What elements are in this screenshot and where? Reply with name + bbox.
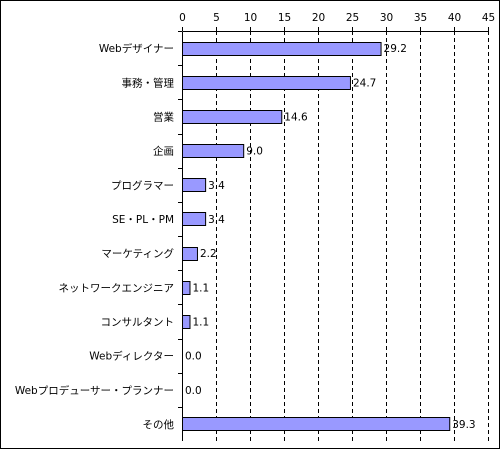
category-label-5: SE・PL・PM bbox=[112, 214, 174, 226]
category-label-3: 企画 bbox=[153, 145, 174, 158]
bar-6 bbox=[182, 247, 198, 261]
category-label-1: 事務・管理 bbox=[122, 76, 175, 89]
value-label-2: 14.6 bbox=[284, 111, 308, 123]
tick-label-30: 30 bbox=[380, 12, 393, 24]
bar-5 bbox=[182, 212, 207, 226]
grid-lines bbox=[216, 31, 489, 441]
bar-0 bbox=[182, 42, 382, 56]
tick-label-15: 15 bbox=[278, 12, 291, 24]
value-label-11: 39.3 bbox=[452, 419, 475, 431]
value-label-6: 2.2 bbox=[200, 248, 217, 260]
value-label-0: 29.2 bbox=[384, 43, 407, 55]
category-label-2: 営業 bbox=[153, 110, 174, 123]
axes bbox=[178, 31, 489, 441]
bar-11 bbox=[182, 417, 451, 431]
category-label-10: Webプロデューサー・プランナー bbox=[15, 384, 174, 397]
value-label-7: 1.1 bbox=[192, 282, 209, 294]
value-label-1: 24.7 bbox=[353, 77, 376, 89]
bar-3 bbox=[182, 144, 245, 158]
bars bbox=[182, 42, 451, 431]
value-label-8: 1.1 bbox=[192, 316, 209, 328]
tick-label-45: 45 bbox=[482, 12, 495, 24]
tick-label-25: 25 bbox=[346, 12, 359, 24]
value-label-4: 3.4 bbox=[208, 180, 225, 192]
bar-7 bbox=[182, 281, 191, 295]
tick-label-40: 40 bbox=[448, 12, 461, 24]
tick-label-35: 35 bbox=[414, 12, 427, 24]
value-label-5: 3.4 bbox=[208, 214, 225, 226]
bar-1 bbox=[182, 76, 351, 90]
category-label-9: Webディレクター bbox=[89, 350, 174, 363]
category-label-7: ネットワークエンジニア bbox=[59, 282, 175, 294]
value-label-10: 0.0 bbox=[185, 385, 202, 397]
category-label-6: マーケティング bbox=[101, 247, 174, 260]
value-label-9: 0.0 bbox=[185, 351, 202, 363]
value-label-3: 9.0 bbox=[246, 146, 263, 158]
category-label-8: コンサルタント bbox=[101, 316, 175, 328]
x-axis-ticks: 0 5 10 15 20 25 30 35 40 45 bbox=[179, 12, 495, 31]
category-label-0: Webデザイナー bbox=[99, 42, 174, 55]
tick-label-0: 0 bbox=[179, 12, 186, 24]
bar-8 bbox=[182, 315, 191, 329]
category-label-4: プログラマー bbox=[111, 179, 174, 192]
bar-4 bbox=[182, 178, 207, 192]
category-label-11: その他 bbox=[143, 418, 175, 431]
value-labels: 29.2 24.7 14.6 9.0 3.4 3.4 2.2 1.1 1.1 0.0 0.0 39.3 bbox=[185, 43, 476, 431]
tick-label-5: 5 bbox=[213, 12, 220, 24]
tick-label-10: 10 bbox=[244, 12, 257, 24]
tick-label-20: 20 bbox=[312, 12, 325, 24]
bar-2 bbox=[182, 110, 283, 124]
